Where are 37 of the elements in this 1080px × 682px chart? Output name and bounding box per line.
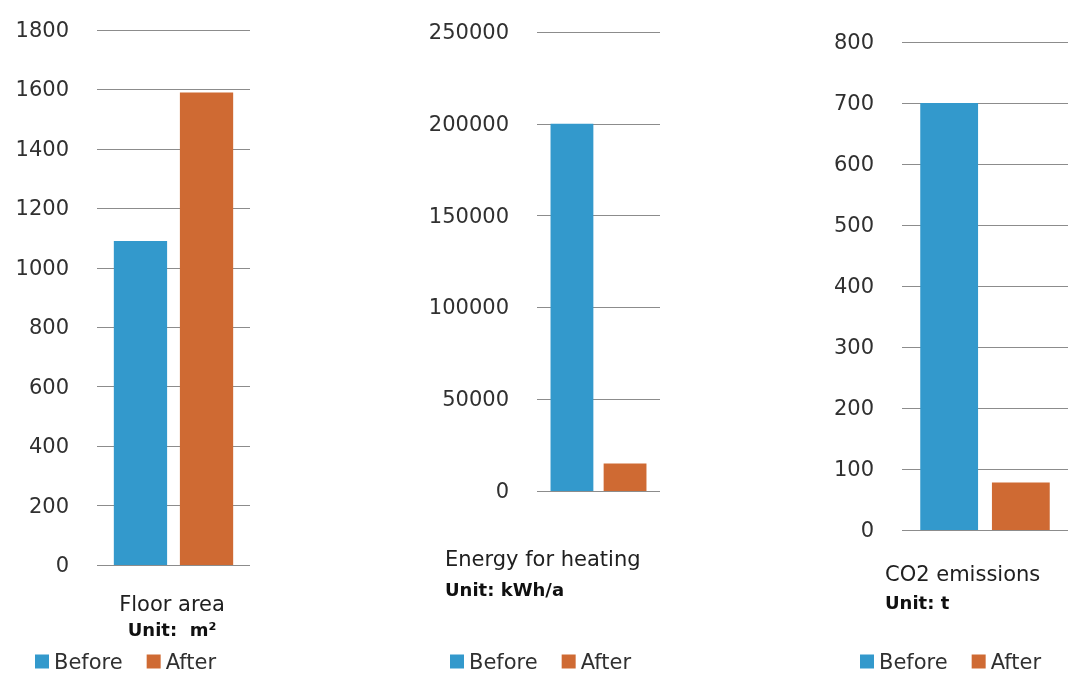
legend-label: Before [879, 649, 948, 674]
text: Unit: t [885, 591, 950, 613]
y-tick-label: 200 [28, 493, 69, 518]
y-tick-label: 200 [833, 396, 874, 420]
y-tick-label: 800 [833, 30, 874, 54]
y-tick-label: 700 [833, 91, 874, 115]
y-tick-label: 100000 [428, 295, 509, 320]
y-tick-label: 0 [55, 553, 69, 577]
text: Unit: kWh/a [445, 578, 565, 600]
y-tick-label: 400 [833, 274, 874, 298]
legend-label: Before [469, 649, 538, 674]
y-tick-label: 300 [833, 335, 874, 359]
legend-label: After [990, 649, 1042, 674]
y-tick-label: 0 [495, 479, 509, 503]
y-tick-label: 1800 [15, 18, 69, 42]
y-tick-label: 1000 [15, 255, 69, 280]
y-tick-label: 600 [833, 152, 874, 176]
y-tick-label: 1400 [15, 136, 69, 161]
legend-label: Before [54, 649, 123, 674]
y-tick-label: 1600 [15, 77, 69, 102]
x-axis-title: CO2 emissions [885, 561, 1041, 586]
y-tick-label: 400 [28, 434, 69, 459]
legend-label: After [165, 649, 217, 674]
y-tick-label: 500 [833, 213, 874, 237]
y-tick-label: 200000 [428, 111, 509, 136]
y-tick-label: 800 [28, 315, 69, 340]
x-axis-title: Floor area [119, 591, 225, 616]
x-axis-title: Energy for heating [445, 546, 641, 571]
y-tick-label: 250000 [428, 20, 509, 44]
text: Unit: m² [127, 618, 217, 640]
legend-label: After [580, 649, 632, 674]
y-tick-label: 100 [833, 457, 874, 481]
y-tick-label: 0 [860, 518, 874, 542]
y-tick-label: 50000 [442, 387, 509, 412]
y-tick-label: 150000 [428, 203, 509, 228]
y-tick-label: 600 [28, 374, 69, 399]
y-tick-label: 1200 [15, 196, 69, 221]
